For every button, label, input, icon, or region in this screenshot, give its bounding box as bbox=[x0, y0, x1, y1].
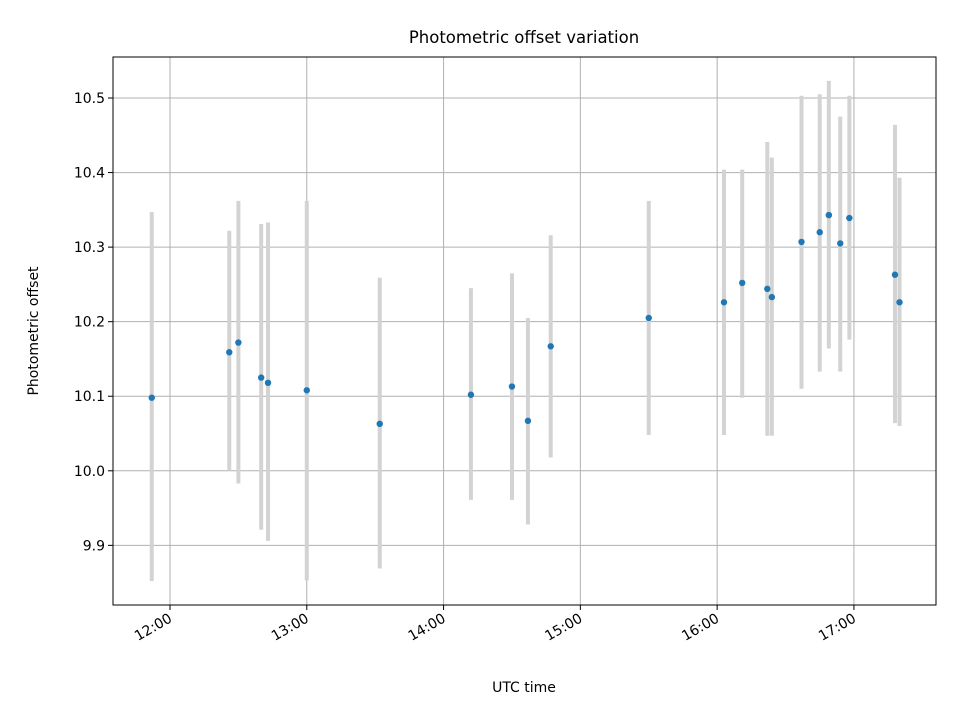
data-point bbox=[303, 387, 310, 394]
data-point bbox=[376, 420, 383, 428]
grid-layer bbox=[113, 57, 936, 605]
data-point bbox=[846, 214, 853, 222]
y-tick-label: 10.4 bbox=[74, 166, 105, 182]
data-point bbox=[148, 394, 155, 401]
data-point bbox=[739, 279, 746, 287]
data-point bbox=[235, 339, 242, 346]
data-point bbox=[816, 229, 823, 236]
plot-frame bbox=[112, 56, 937, 606]
data-point bbox=[825, 211, 833, 219]
y-tick-label: 10.1 bbox=[74, 389, 105, 405]
data-point bbox=[768, 293, 776, 301]
y-tick-label: 10.5 bbox=[74, 91, 105, 107]
data-point bbox=[896, 299, 903, 306]
data-point bbox=[547, 343, 554, 350]
data-point bbox=[467, 391, 475, 398]
x-axis-label: UTC time bbox=[492, 680, 556, 696]
y-tick-label: 10.3 bbox=[74, 240, 105, 256]
y-tick-label: 10.0 bbox=[74, 464, 105, 480]
chart-title: Photometric offset variation bbox=[409, 28, 639, 47]
data-point bbox=[764, 285, 771, 293]
y-tick-label: 9.9 bbox=[83, 538, 105, 554]
data-point bbox=[257, 374, 265, 381]
data-point bbox=[798, 238, 805, 246]
data-point bbox=[264, 379, 272, 387]
y-axis-label: Photometric offset bbox=[26, 266, 42, 396]
data-point bbox=[508, 383, 516, 390]
data-point bbox=[837, 240, 844, 247]
data-point bbox=[891, 271, 899, 278]
data-point bbox=[524, 417, 532, 425]
data-point bbox=[226, 349, 233, 356]
data-point bbox=[645, 314, 652, 322]
point-layer bbox=[148, 211, 903, 428]
y-tick-label: 10.2 bbox=[74, 315, 105, 331]
data-point bbox=[720, 299, 728, 306]
